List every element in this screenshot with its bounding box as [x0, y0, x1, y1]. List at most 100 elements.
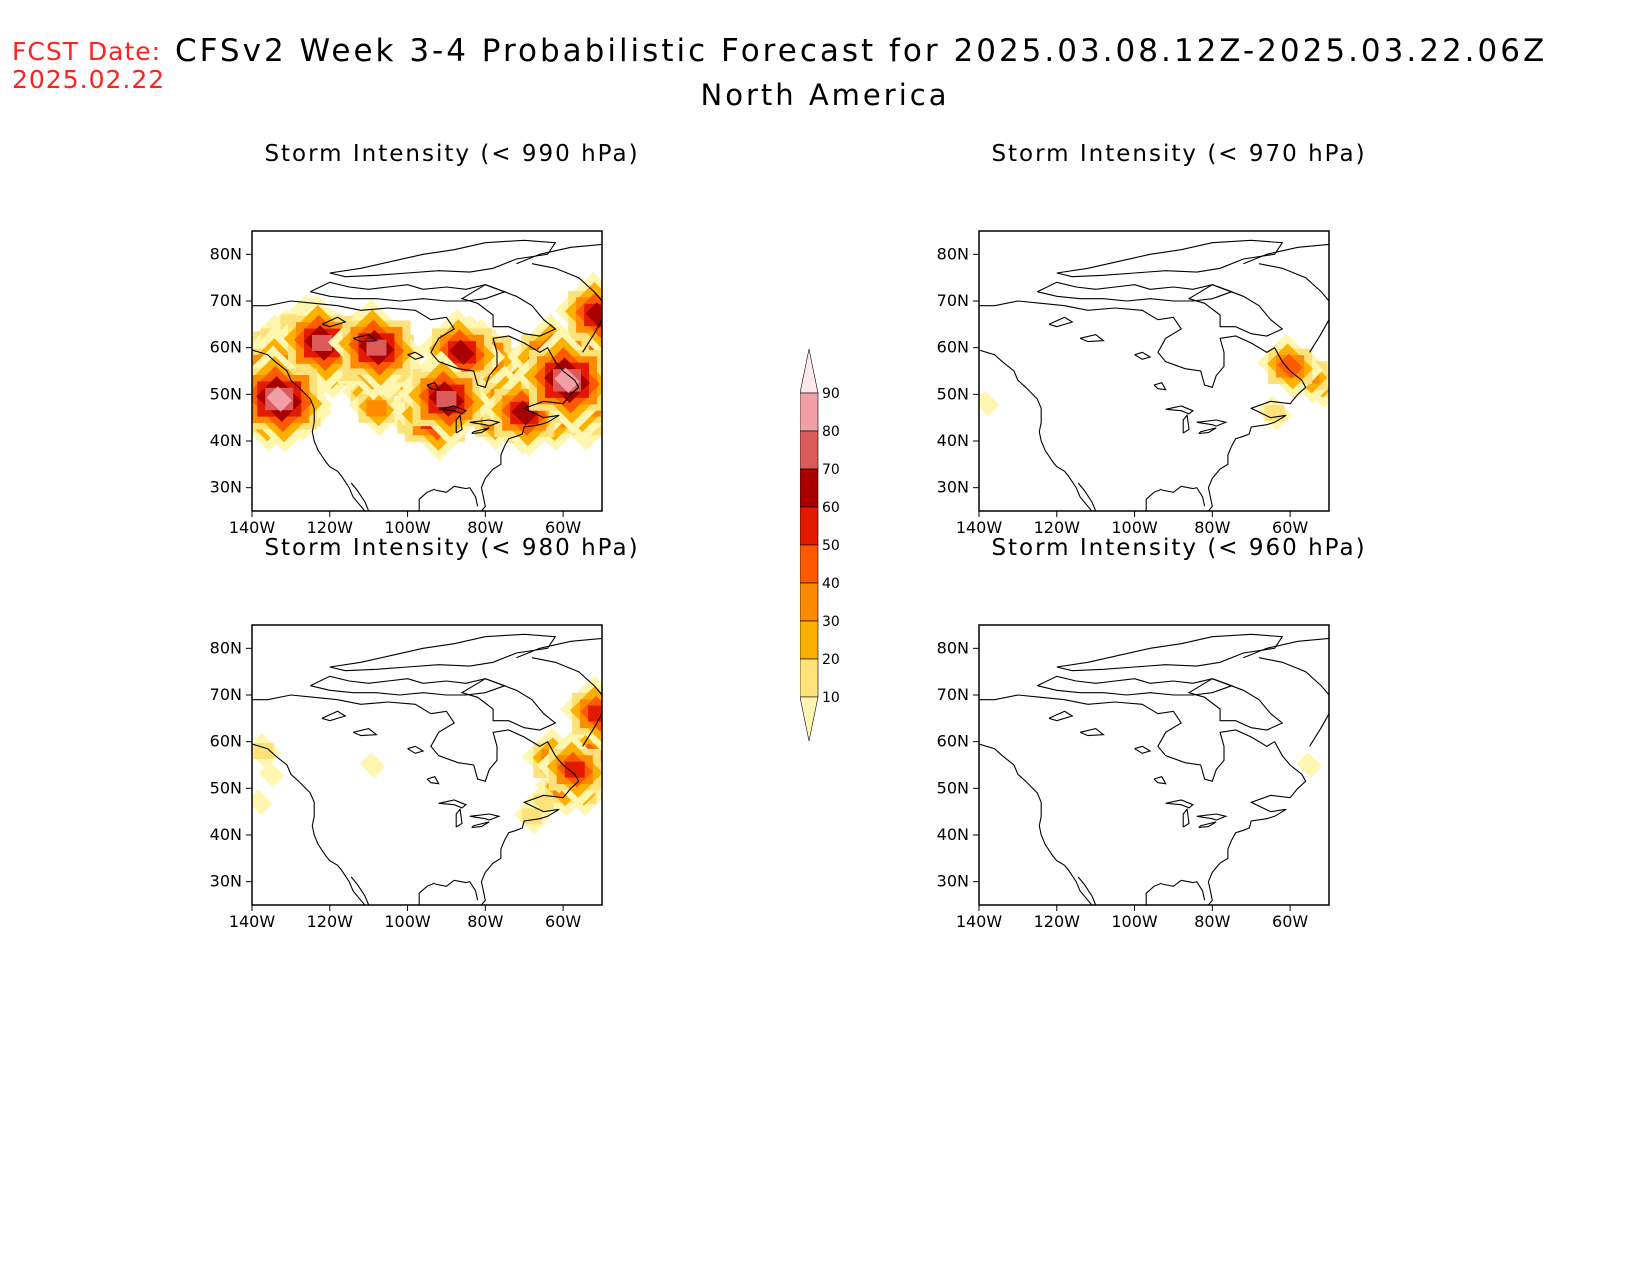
coastline [979, 300, 1307, 511]
lon-tick-label: 80W [467, 518, 503, 537]
coastline [471, 821, 490, 829]
probability-cell [266, 386, 292, 412]
probability-cell [359, 752, 386, 778]
lat-tick-label: 40N [937, 431, 969, 450]
coastline [1258, 657, 1329, 747]
coastline [438, 799, 467, 809]
map-plot: 80N 70N 60N 50N 40N 30N 140W 120W 100W 80W 60W [937, 624, 1330, 931]
coastline [1079, 728, 1105, 737]
lat-tick-label: 80N [937, 244, 969, 263]
coastline [1161, 485, 1206, 507]
coastline [1037, 675, 1234, 696]
colorbar-segment [800, 506, 819, 546]
lon-tick-label: 100W [1111, 912, 1158, 931]
coastlines [979, 231, 1329, 511]
panel-title: Storm Intensity (< 960 hPa) [991, 535, 1367, 561]
lat-tick-label: 30N [937, 872, 969, 891]
coastline [252, 300, 580, 511]
probability-cell [564, 761, 585, 778]
coastline [1056, 239, 1284, 278]
lat-tick-label: 80N [210, 638, 242, 657]
coastline [252, 349, 366, 511]
map-panel-960: Storm Intensity (< 960 hPa) 80N 70N 60N 50N… [879, 535, 1479, 935]
coastline [252, 743, 366, 905]
map-frame [251, 624, 603, 906]
coastline [310, 675, 507, 696]
colorbar-segment [800, 348, 819, 394]
map-panel-970: Storm Intensity (< 970 hPa) 80N 70N 60N 50N… [879, 141, 1479, 541]
coastlines [252, 625, 602, 905]
coastline [531, 657, 602, 747]
coastline [1165, 799, 1194, 809]
coastline [434, 485, 479, 507]
probability-cell [449, 339, 475, 366]
coastline [1048, 316, 1074, 328]
coastline [979, 743, 1093, 905]
map-plot: 80N 70N 60N 50N 40N 30N 140W 120W 100W 80W 60W [210, 624, 603, 931]
coastline [426, 776, 440, 785]
coastline [1182, 413, 1190, 434]
map-frame [978, 230, 1330, 512]
colorbar: 90 80 70 60 50 40 30 20 10 [800, 348, 840, 742]
probability-cell [522, 808, 542, 825]
coastline [1243, 625, 1329, 659]
colorbar-label: 50 [822, 538, 840, 554]
coastline [426, 382, 440, 391]
coastline [1134, 351, 1152, 360]
probability-shading [252, 271, 602, 461]
coastline [1077, 482, 1097, 511]
coastline [1196, 813, 1228, 821]
lat-tick-label: 40N [937, 825, 969, 844]
map-frame [978, 624, 1330, 906]
coastline [1187, 678, 1284, 731]
probability-cell [312, 335, 332, 351]
coastline [516, 231, 602, 265]
colorbar-segment [800, 544, 819, 584]
coastline [979, 694, 1307, 905]
coastline [460, 678, 557, 731]
colorbar-label: 60 [822, 500, 840, 516]
lon-tick-label: 120W [1034, 518, 1081, 537]
colorbar-label: 10 [822, 690, 840, 706]
coastline [407, 745, 425, 754]
lon-tick-label: 100W [384, 912, 431, 931]
probability-cell [554, 367, 580, 394]
probability-cell [979, 390, 1000, 417]
coastline [252, 694, 580, 905]
coastline [350, 482, 370, 511]
coastline [471, 427, 490, 435]
coastline [1161, 879, 1206, 901]
coastline [1258, 263, 1329, 353]
fcst-date-value: 2025.02.22 [12, 65, 166, 94]
coastline [434, 879, 479, 901]
lat-tick-label: 60N [937, 732, 969, 751]
probability-cell [253, 743, 274, 759]
coastlines [252, 231, 602, 511]
colorbar-segment [800, 620, 819, 660]
probability-cell [585, 302, 602, 328]
lat-tick-label: 40N [210, 431, 242, 450]
probability-shading [252, 675, 602, 835]
colorbar-segment [800, 468, 819, 508]
coastline [1243, 231, 1329, 265]
coastline [1037, 281, 1234, 302]
lat-tick-label: 50N [937, 384, 969, 403]
lon-tick-label: 60W [1272, 912, 1308, 931]
coastline [460, 284, 557, 337]
coastline [1077, 876, 1097, 905]
lat-tick-label: 30N [210, 872, 242, 891]
map-plot: 80N 70N 60N 50N 40N 30N 140W 120W 100W 80W 60W [937, 230, 1330, 537]
probability-cell [511, 400, 537, 426]
probability-cell [1296, 752, 1323, 778]
lat-tick-label: 60N [937, 338, 969, 357]
lat-tick-label: 30N [210, 478, 242, 497]
probability-cell [366, 339, 387, 356]
panel-title: Storm Intensity (< 970 hPa) [991, 141, 1367, 167]
lon-tick-label: 80W [1194, 912, 1230, 931]
lon-tick-label: 80W [467, 912, 503, 931]
coastline [1153, 382, 1167, 391]
lat-tick-label: 50N [210, 778, 242, 797]
lat-tick-label: 50N [937, 778, 969, 797]
lon-tick-label: 80W [1194, 518, 1230, 537]
coastline [1153, 776, 1167, 785]
